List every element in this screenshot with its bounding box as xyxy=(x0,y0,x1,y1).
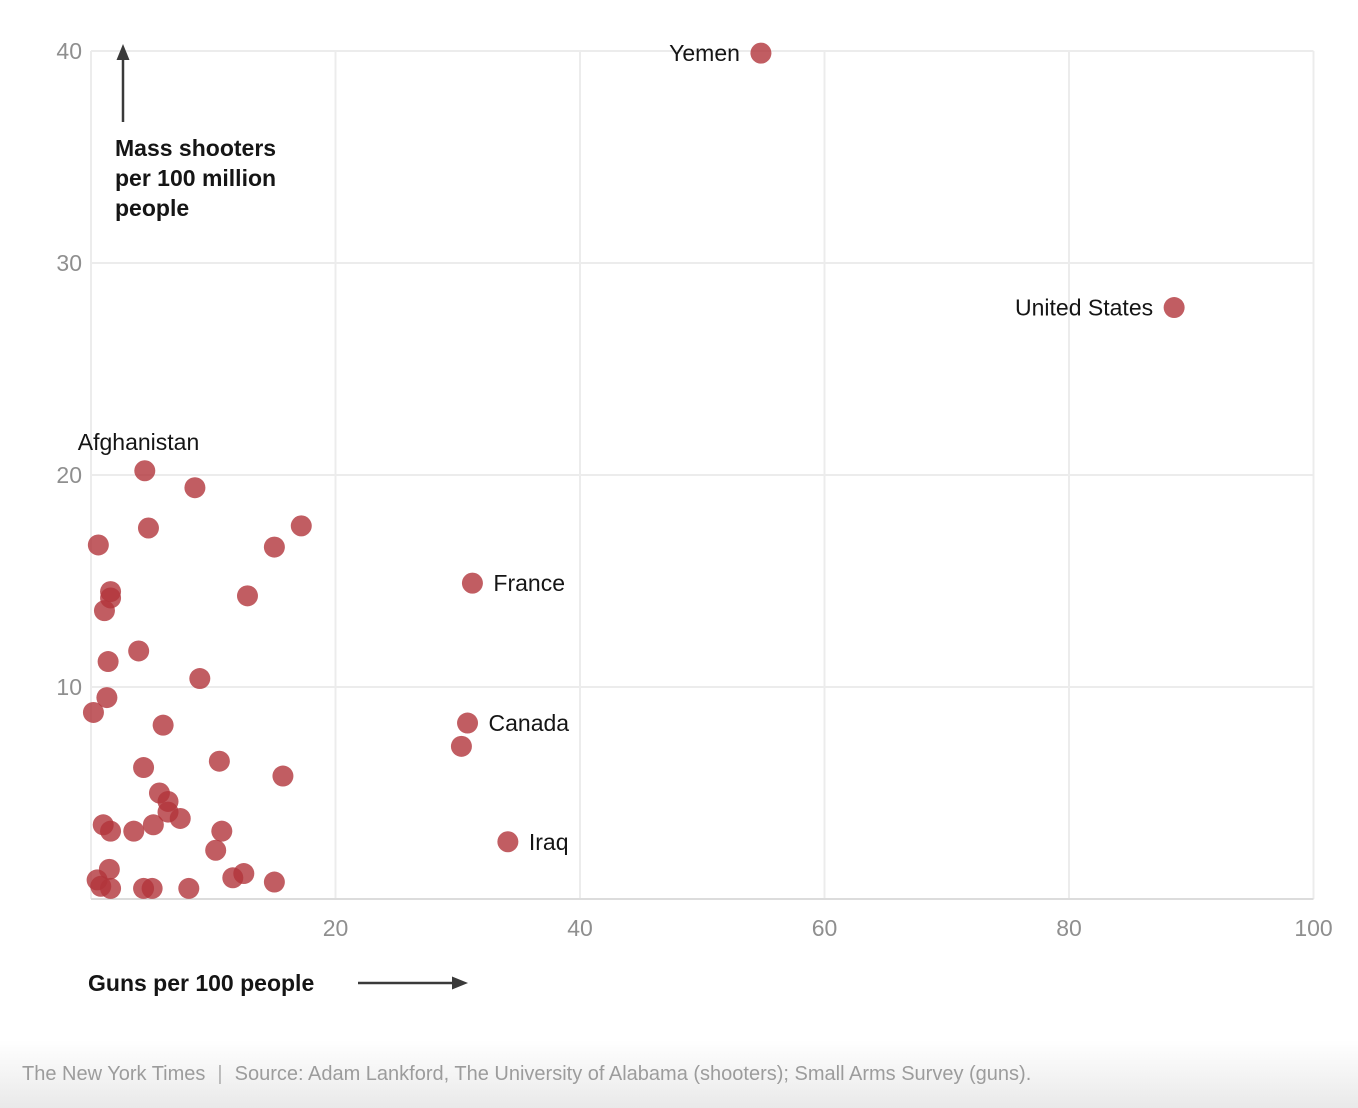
data-point xyxy=(100,820,122,842)
data-point xyxy=(133,757,155,779)
data-point xyxy=(184,477,206,499)
data-point-canada xyxy=(457,712,479,734)
country-label: Afghanistan xyxy=(78,429,199,455)
y-tick-label: 40 xyxy=(56,38,82,64)
data-point xyxy=(93,600,115,622)
y-axis-title-line1: Mass shooters xyxy=(115,135,276,161)
data-point xyxy=(123,820,145,842)
country-label: France xyxy=(493,570,565,596)
data-point-yemen xyxy=(750,42,772,64)
y-tick-label: 20 xyxy=(56,462,82,488)
country-label: Canada xyxy=(489,710,570,736)
data-point-iraq xyxy=(497,831,519,853)
data-points xyxy=(82,42,1185,899)
data-point xyxy=(82,701,104,723)
x-axis-arrow-icon xyxy=(358,976,468,990)
data-point-afghanistan xyxy=(134,460,156,482)
footer-divider: | xyxy=(217,1062,223,1085)
data-point xyxy=(211,820,233,842)
data-point xyxy=(233,863,255,885)
data-point xyxy=(263,871,285,893)
country-labels: Yemen United States Afghanistan France Canad… xyxy=(78,40,1153,855)
data-point xyxy=(142,814,164,836)
x-tick-label: 40 xyxy=(567,915,593,941)
y-axis-title-line3: people xyxy=(115,195,189,221)
footer: The New York Times | Source: Adam Lankfo… xyxy=(0,1040,1358,1108)
data-point xyxy=(205,839,227,861)
country-label: United States xyxy=(1015,295,1153,321)
y-axis-arrow-icon xyxy=(116,44,130,122)
x-tick-label: 80 xyxy=(1056,915,1082,941)
footer-source: Source: Adam Lankford, The University of… xyxy=(234,1062,1032,1085)
data-point xyxy=(450,735,472,757)
data-point xyxy=(178,877,200,899)
gridlines xyxy=(90,50,1315,900)
data-point xyxy=(87,534,109,556)
x-tick-label: 20 xyxy=(323,915,349,941)
x-axis-title: Guns per 100 people xyxy=(88,970,314,996)
data-point xyxy=(137,517,159,539)
data-point-france xyxy=(461,572,483,594)
y-tick-label: 10 xyxy=(56,674,82,700)
country-label: Iraq xyxy=(529,829,569,855)
y-tick-label: 30 xyxy=(56,250,82,276)
scatter-plot: Yemen United States Afghanistan France Canad… xyxy=(56,38,1332,996)
data-point xyxy=(208,750,230,772)
data-point xyxy=(236,585,258,607)
x-tick-label: 60 xyxy=(812,915,838,941)
data-point-united-states xyxy=(1163,297,1185,319)
data-point xyxy=(152,714,174,736)
data-point xyxy=(272,765,294,787)
footer-credit: The New York Times xyxy=(22,1062,206,1085)
data-point xyxy=(96,687,118,709)
data-point xyxy=(290,515,312,537)
data-point xyxy=(128,640,150,662)
data-point xyxy=(263,536,285,558)
data-point xyxy=(189,668,211,690)
country-label: Yemen xyxy=(669,40,740,66)
x-tick-label: 100 xyxy=(1294,915,1332,941)
data-point xyxy=(169,807,191,829)
tick-labels: 40 30 20 10 20 40 60 80 100 xyxy=(56,38,1332,941)
data-point xyxy=(100,877,122,899)
y-axis-title-line2: per 100 million xyxy=(115,165,276,191)
data-point xyxy=(97,651,119,673)
data-point xyxy=(141,877,163,899)
